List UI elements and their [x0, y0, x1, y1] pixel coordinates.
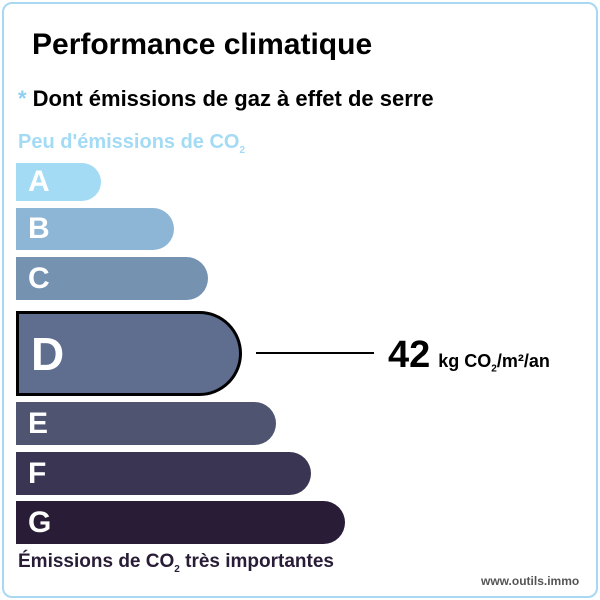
subtitle: * Dont émissions de gaz à effet de serre — [18, 86, 434, 112]
class-bar-d: D — [16, 311, 242, 396]
class-letter: D — [31, 327, 65, 380]
high-emissions-label: Émissions de CO2 très importantes — [18, 551, 334, 575]
unit-pre: kg CO — [438, 351, 492, 371]
value-number: 42 — [388, 334, 431, 376]
class-letter: G — [28, 505, 52, 539]
asterisk: * — [18, 86, 27, 111]
class-letter: F — [28, 456, 47, 490]
high-label-text: Émissions de CO — [18, 551, 175, 572]
class-bar-a: A — [16, 163, 101, 201]
class-bar-f: F — [16, 452, 311, 495]
class-letter: C — [28, 261, 50, 295]
value-unit: kg CO2/m²/an — [438, 351, 550, 375]
class-letter: B — [28, 212, 50, 245]
emission-value: 42 kg CO2/m²/an — [388, 334, 550, 377]
class-bar-e: E — [16, 402, 276, 445]
class-letter: A — [28, 165, 50, 198]
high-label-suffix: très importantes — [179, 551, 334, 572]
site-credit: www.outils.immo — [481, 574, 580, 588]
unit-post: /m²/an — [496, 351, 550, 371]
pointer-line — [256, 352, 374, 354]
class-bar-g: G — [16, 501, 345, 544]
class-bar-b: B — [16, 208, 174, 250]
low-label-text: Peu d'émissions de CO — [18, 131, 240, 153]
class-letter: E — [28, 406, 49, 440]
subtitle-text: Dont émissions de gaz à effet de serre — [32, 86, 434, 111]
page-title: Performance climatique — [32, 28, 373, 61]
class-bar-c: C — [16, 257, 208, 300]
high-label-sub: 2 — [174, 563, 180, 575]
unit-sub: 2 — [491, 363, 497, 375]
low-label-sub: 2 — [239, 145, 246, 156]
low-emissions-label: Peu d'émissions de CO2 — [18, 131, 245, 156]
